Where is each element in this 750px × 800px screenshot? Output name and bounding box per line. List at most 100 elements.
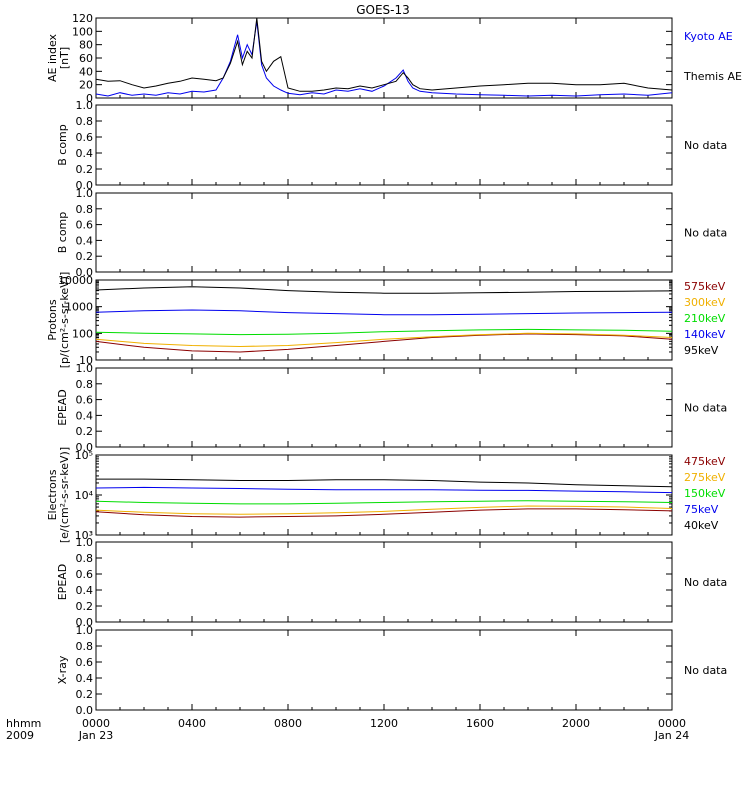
y-tick-label: 0.8 (76, 378, 94, 391)
panel-frame (95, 279, 673, 361)
no-data-note: No data (684, 227, 727, 240)
panel-frame (95, 454, 673, 536)
y-tick-label: 0.4 (76, 147, 94, 160)
series-line-95kev (95, 286, 673, 294)
y-tick-label: 10⁴ (75, 489, 94, 502)
panel-8: 0.0 0.2 0.4 0.6 0.8 1.0 X-ray No data (56, 624, 727, 717)
series-line-275kev (95, 505, 673, 515)
date-label-start: Jan 23 (78, 729, 113, 742)
y-tick-label: 1.0 (76, 624, 94, 637)
y-tick-label: 1.0 (76, 536, 94, 549)
y-axis-unit: [nT] (58, 47, 71, 69)
series-line-150kev (95, 500, 673, 505)
y-tick-label: 0.0 (76, 179, 94, 192)
y-tick-label: 0.0 (76, 704, 94, 717)
series-line-575kev (95, 333, 673, 353)
y-tick-label: 0.2 (76, 250, 94, 263)
y-tick-label: 1000 (65, 301, 93, 314)
series-line-475kev (95, 508, 673, 518)
y-tick-label: 0.4 (76, 234, 94, 247)
panel-frame (95, 367, 673, 448)
legend-entry: 300keV (684, 296, 726, 309)
no-data-note: No data (684, 576, 727, 589)
y-tick-label: 0.8 (76, 115, 94, 128)
y-tick-label: 80 (79, 39, 93, 52)
panel-frame (95, 541, 673, 623)
series-line-75kev (95, 486, 673, 494)
time-tick-label: 1200 (370, 717, 398, 730)
y-tick-label: 10000 (58, 274, 93, 287)
y-tick-label: 10⁵ (75, 449, 93, 462)
y-tick-label: 0.4 (76, 409, 94, 422)
panel-frame (95, 192, 673, 273)
y-tick-label: 1.0 (76, 362, 94, 375)
y-tick-label: 0.6 (76, 219, 94, 232)
legend-entry: 95keV (684, 344, 719, 357)
legend-entry: 40keV (684, 519, 719, 532)
y-tick-label: 0.8 (76, 552, 94, 565)
panel-7: 0.0 0.2 0.4 0.6 0.8 1.0 EPEAD No data (56, 536, 727, 629)
y-tick-label: 1.0 (76, 187, 94, 200)
y-axis-label: Protons (46, 299, 59, 340)
panel-6: 10³ 10⁴ 10⁵ Electrons [e/(cm²-s-sr-keV)] 475k… (46, 447, 726, 543)
legend-entry: 140keV (684, 328, 726, 341)
panel-frame (95, 104, 673, 186)
y-tick-label: 0 (86, 92, 93, 105)
y-tick-label: 0.2 (76, 425, 94, 438)
date-label-end: Jan 24 (654, 729, 689, 742)
panel-5: 0.0 0.2 0.4 0.6 0.8 1.0 EPEAD No data (56, 362, 727, 454)
no-data-note: No data (684, 664, 727, 677)
legend-entry: Kyoto AE (684, 30, 733, 43)
y-tick-label: 0.6 (76, 568, 94, 581)
no-data-note: No data (684, 139, 727, 152)
y-axis-label: EPEAD (56, 564, 69, 601)
time-corner-label-hhmm: hhmm (6, 717, 41, 730)
panel-2: 0.0 0.2 0.4 0.6 0.8 1.0 B comp No data (56, 99, 727, 192)
time-tick-label: 2000 (562, 717, 590, 730)
y-tick-label: 0.0 (76, 441, 94, 454)
y-tick-label: 0.2 (76, 688, 94, 701)
y-axis-unit: [e/(cm²-s-sr-keV)] (58, 447, 71, 543)
time-corner-label-year: 2009 (6, 729, 34, 742)
y-axis-label: Electrons (46, 469, 59, 520)
y-tick-label: 100 (72, 25, 93, 38)
panel-4: 10 100 1000 10000 Protons [p/(cm²-s-sr-keV)] 5… (46, 272, 726, 369)
series-line-40kev (96, 478, 673, 488)
y-tick-label: 0.4 (76, 672, 94, 685)
legend-entry: 275keV (684, 471, 726, 484)
y-tick-label: 60 (79, 52, 93, 65)
y-tick-label: 10³ (75, 529, 93, 542)
time-tick-label: 1600 (466, 717, 494, 730)
panel-3: 0.0 0.2 0.4 0.6 0.8 1.0 B comp No data (56, 187, 727, 279)
y-axis-label: EPEAD (56, 389, 69, 426)
no-data-note: No data (684, 402, 727, 415)
legend-entry: 75keV (684, 503, 719, 516)
y-axis-unit: [p/(cm²-s-sr-keV)] (58, 272, 71, 369)
y-tick-label: 100 (72, 327, 93, 340)
legend-entry: 575keV (684, 280, 726, 293)
time-tick-label: 0400 (178, 717, 206, 730)
y-tick-label: 20 (79, 79, 93, 92)
series-line-140kev (95, 309, 673, 316)
time-tick-label: 0000 (658, 717, 686, 730)
legend-entry: 150keV (684, 487, 726, 500)
legend-entry: 210keV (684, 312, 726, 325)
y-axis-label: B comp (56, 124, 69, 166)
series-line-210kev (95, 328, 673, 336)
series-line-kyoto-ae (95, 21, 673, 97)
y-tick-label: 1.0 (76, 99, 94, 112)
time-tick-label: 0800 (274, 717, 302, 730)
y-tick-label: 0.8 (76, 640, 94, 653)
y-axis-label: B comp (56, 212, 69, 254)
y-tick-label: 0.6 (76, 131, 94, 144)
y-axis-label: AE index (46, 33, 59, 82)
y-tick-label: 120 (72, 12, 93, 25)
time-tick-label: 0000 (82, 717, 110, 730)
series-line-themis-ae (95, 17, 673, 92)
y-tick-label: 0.2 (76, 163, 94, 176)
y-tick-label: 0.6 (76, 656, 94, 669)
legend-entry: 475keV (684, 455, 726, 468)
